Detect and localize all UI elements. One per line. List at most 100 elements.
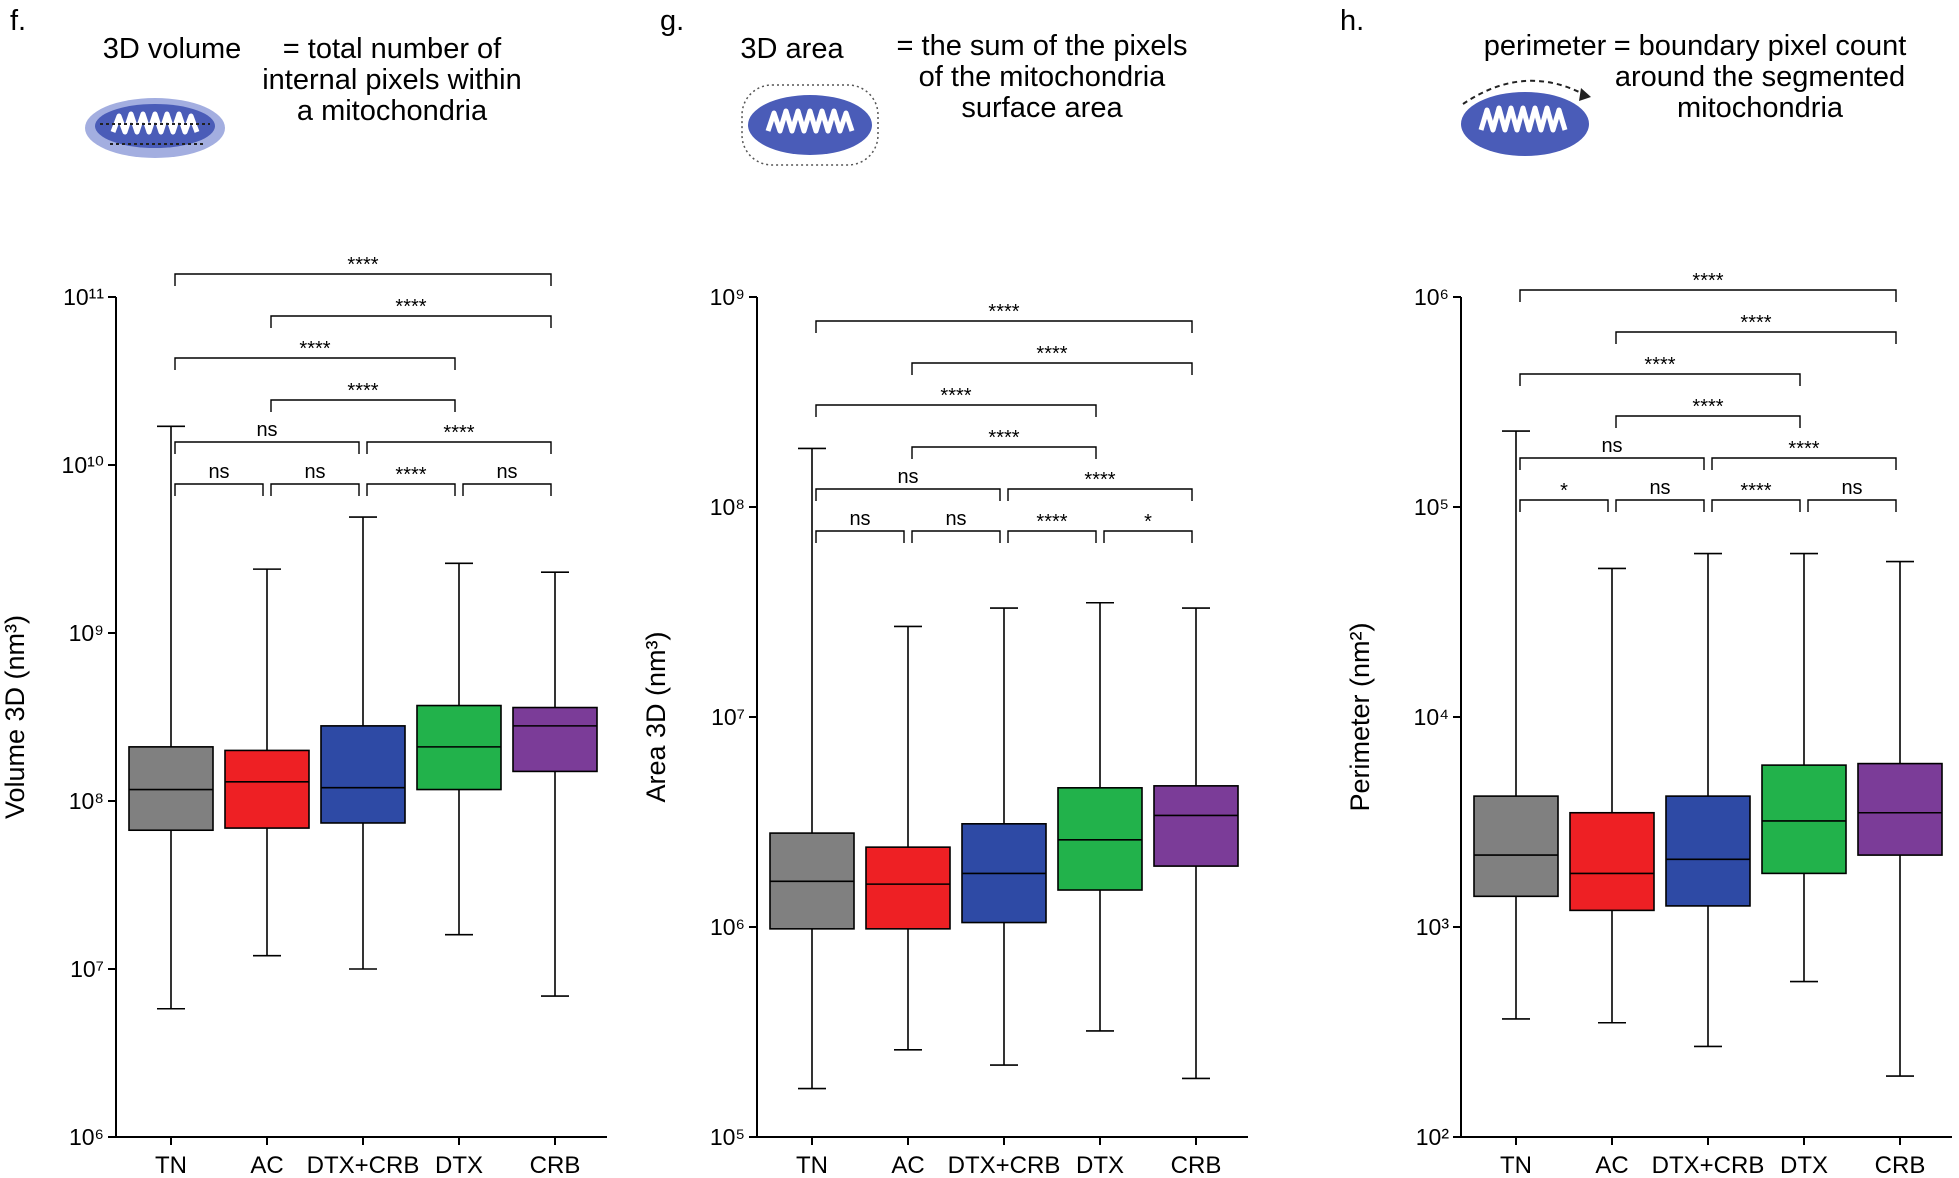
x-tick-label: DTX+CRB	[307, 1152, 420, 1178]
significance-bracket	[815, 530, 905, 543]
significance-bracket	[174, 483, 264, 496]
significance-label: ****	[1788, 438, 1819, 460]
significance-label: ****	[299, 338, 330, 360]
significance-label: ns	[849, 508, 870, 530]
significance-label: ****	[1692, 396, 1723, 418]
significance-label: *	[1144, 511, 1152, 533]
y-tick-label: 10⁷	[711, 704, 745, 730]
volume-icon	[85, 98, 225, 158]
y-tick-label: 10⁸	[69, 788, 104, 814]
significance-bracket	[174, 441, 360, 454]
perimeter-icon	[1461, 79, 1591, 156]
definition-line: = total number of	[283, 33, 502, 65]
y-axis-title: Area 3D (nm³)	[641, 631, 671, 802]
box	[865, 846, 951, 930]
significance-bracket	[1711, 499, 1801, 512]
significance-bracket	[911, 446, 1097, 459]
significance-bracket	[815, 320, 1193, 333]
significance-label: ns	[1601, 435, 1622, 457]
significance-bracket	[911, 530, 1001, 543]
x-tick-label: TN	[796, 1152, 828, 1178]
significance-label: *	[1560, 480, 1568, 502]
box	[320, 725, 406, 824]
significance-bracket	[1519, 457, 1705, 470]
box	[1569, 811, 1655, 912]
significance-bracket	[815, 404, 1097, 417]
significance-label: ****	[347, 380, 378, 402]
definition-line: = the sum of the pixels	[897, 30, 1188, 62]
panel-label: f.	[10, 5, 26, 37]
x-tick-label: TN	[1500, 1152, 1532, 1178]
x-tick-label: DTX	[435, 1152, 483, 1178]
y-tick-label: 10⁶	[1414, 284, 1449, 310]
significance-label: ****	[395, 464, 426, 486]
significance-label: ****	[443, 422, 474, 444]
significance-label: ****	[1036, 343, 1067, 365]
y-tick-label: 10⁷	[70, 956, 104, 982]
significance-bracket	[1711, 457, 1897, 470]
box	[512, 706, 598, 773]
significance-bracket	[1615, 331, 1897, 344]
significance-bracket	[1007, 530, 1097, 543]
significance-bracket	[1519, 499, 1609, 512]
significance-bracket	[1807, 499, 1897, 512]
box	[1473, 795, 1559, 898]
significance-label: ****	[1084, 469, 1115, 491]
definition-line: of the mitochondria	[919, 61, 1167, 93]
significance-bracket	[174, 273, 552, 286]
definition-line: around the segmented	[1615, 61, 1905, 93]
significance-bracket	[174, 357, 456, 370]
box	[1761, 764, 1847, 875]
term: 3D volume	[103, 33, 242, 65]
panel-label: h.	[1340, 5, 1364, 37]
y-tick-label: 10¹⁰	[62, 452, 104, 478]
x-tick-label: CRB	[530, 1152, 581, 1178]
significance-label: ns	[208, 461, 229, 483]
y-axis-title: Volume 3D (nm³)	[0, 615, 30, 819]
significance-bracket	[1007, 488, 1193, 501]
significance-bracket	[815, 488, 1001, 501]
definition-line: = boundary pixel count	[1614, 30, 1907, 62]
significance-bracket	[366, 483, 456, 496]
x-tick-label: AC	[891, 1152, 924, 1178]
x-tick-label: CRB	[1875, 1152, 1926, 1178]
significance-bracket	[911, 362, 1193, 375]
significance-label: ns	[496, 461, 517, 483]
box	[1057, 787, 1143, 891]
significance-bracket	[270, 483, 360, 496]
significance-label: ****	[988, 301, 1019, 323]
definition-line: a mitochondria	[297, 95, 488, 127]
term: 3D area	[740, 33, 844, 65]
y-tick-label: 10⁶	[69, 1124, 104, 1150]
significance-label: ****	[1692, 270, 1723, 292]
y-axis-title: Perimeter (nm²)	[1345, 622, 1375, 811]
significance-label: ns	[1649, 477, 1670, 499]
x-tick-label: DTX	[1780, 1152, 1828, 1178]
significance-label: ****	[1740, 480, 1771, 502]
y-tick-label: 10³	[1416, 914, 1450, 940]
significance-label: ns	[1841, 477, 1862, 499]
significance-bracket	[1519, 289, 1897, 302]
significance-label: ****	[940, 385, 971, 407]
y-tick-label: 10²	[1416, 1124, 1450, 1150]
x-tick-label: DTX+CRB	[1652, 1152, 1765, 1178]
significance-label: ****	[347, 254, 378, 276]
y-tick-label: 10⁵	[1414, 494, 1449, 520]
box	[128, 746, 214, 832]
significance-label: ns	[945, 508, 966, 530]
panel-label: g.	[660, 5, 684, 37]
significance-label: ****	[1036, 511, 1067, 533]
significance-bracket	[1519, 373, 1801, 386]
significance-label: ns	[897, 466, 918, 488]
term: perimeter	[1484, 30, 1607, 62]
box	[1665, 795, 1751, 907]
significance-label: ****	[395, 296, 426, 318]
y-tick-label: 10⁴	[1414, 704, 1449, 730]
y-tick-label: 10⁵	[710, 1124, 745, 1150]
definition-line: mitochondria	[1677, 92, 1844, 124]
y-tick-label: 10¹¹	[63, 284, 104, 310]
box	[224, 749, 310, 829]
significance-bracket	[462, 483, 552, 496]
significance-bracket	[366, 441, 552, 454]
